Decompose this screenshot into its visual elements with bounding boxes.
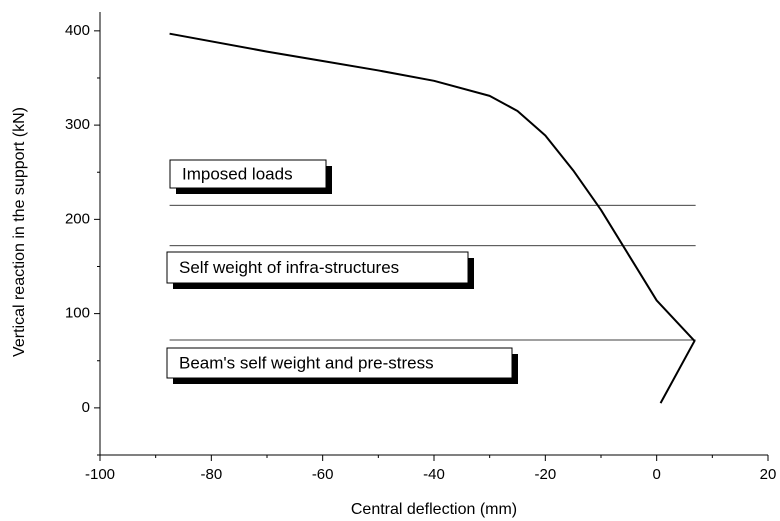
annotation: Beam's self weight and pre-stress — [179, 353, 434, 372]
y-tick-label: 0 — [82, 399, 90, 416]
x-tick-label: -40 — [423, 466, 445, 483]
x-tick-label: -60 — [312, 466, 334, 483]
x-axis-title: Central deflection (mm) — [351, 501, 517, 518]
y-tick-label: 400 — [65, 22, 90, 39]
y-tick-label: 200 — [65, 210, 90, 227]
y-tick-label: 100 — [65, 305, 90, 322]
x-tick-label: 0 — [652, 466, 660, 483]
y-tick-label: 300 — [65, 116, 90, 133]
x-tick-label: -100 — [85, 466, 115, 483]
y-axis-title: Vertical reaction in the support (kN) — [11, 107, 28, 357]
chart: Central deflection (mm) Vertical reactio… — [0, 0, 780, 521]
annotation: Self weight of infra-structures — [179, 258, 399, 277]
x-tick-label: -80 — [200, 466, 222, 483]
x-tick-label: 20 — [760, 466, 777, 483]
x-tick-label: -20 — [534, 466, 556, 483]
annotation: Imposed loads — [182, 164, 293, 183]
